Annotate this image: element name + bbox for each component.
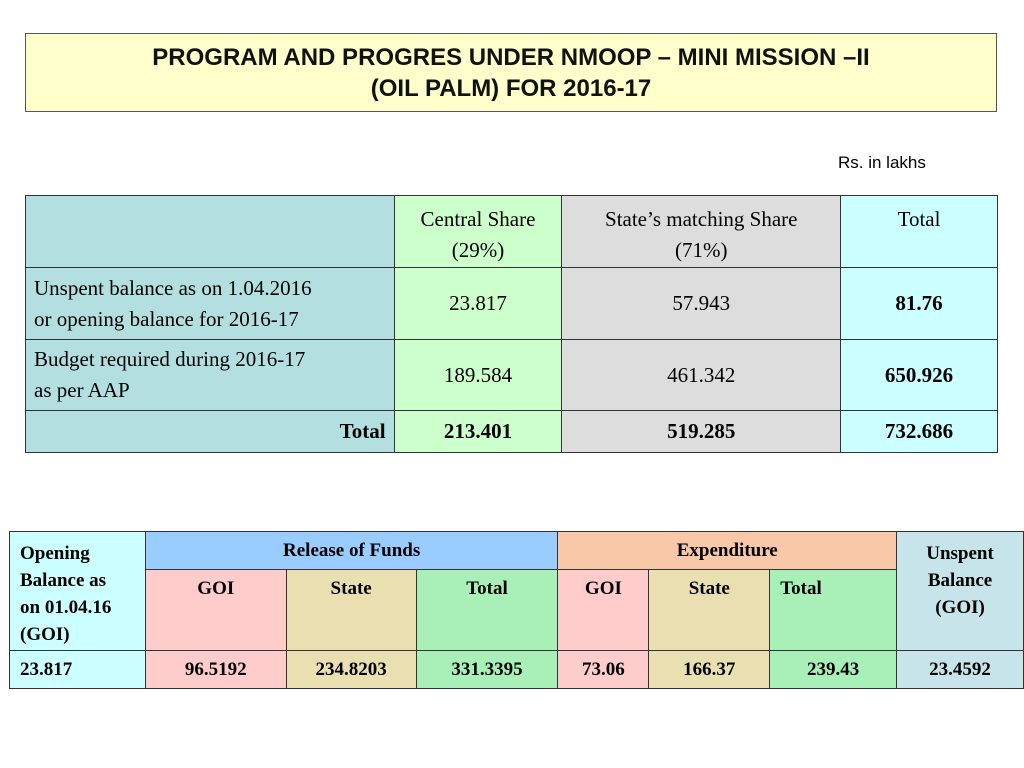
funds-header-row-1: Opening Balance as on 01.04.16 (GOI) Rel…: [9, 531, 1024, 651]
row-label-l1: Unspent balance as on 1.04.2016: [34, 275, 312, 300]
release-total-header: Total: [415, 569, 559, 651]
opening-balance-header: Opening Balance as on 01.04.16 (GOI): [9, 531, 146, 651]
total-value: 650.926: [840, 339, 998, 411]
central-value: 23.817: [393, 267, 563, 340]
expenditure-state-header: State: [648, 569, 771, 651]
state-share-header: State’s matching Share (71%): [561, 195, 842, 268]
total-row-label: Total: [25, 410, 395, 453]
opening-balance-value: 23.817: [9, 650, 146, 689]
state-total: 519.285: [561, 410, 842, 453]
row-label: Budget required during 2016-17 as per AA…: [25, 339, 395, 411]
expenditure-goi-value: 73.06: [557, 650, 650, 689]
state-share-header-l2: (71%): [675, 238, 728, 262]
release-state-value: 234.8203: [285, 650, 417, 689]
expenditure-total-header: Total: [769, 569, 898, 651]
state-value: 461.342: [561, 339, 842, 411]
share-table-header-row: Central Share (29%) State’s matching Sha…: [25, 195, 998, 268]
unspent-header-l1: Unspent: [926, 543, 994, 564]
opening-header-l2: Balance as: [20, 570, 107, 591]
funds-data-row: 23.817 96.5192 234.8203 331.3395 73.06 1…: [9, 650, 1024, 689]
table-row: Unspent balance as on 1.04.2016 or openi…: [25, 267, 998, 340]
release-goi-header: GOI: [144, 569, 287, 651]
unspent-balance-header: Unspent Balance (GOI): [896, 531, 1024, 651]
opening-header-l4: (GOI): [20, 624, 70, 645]
funds-table: Opening Balance as on 01.04.16 (GOI) Rel…: [9, 531, 1024, 689]
unit-note: Rs. in lakhs: [838, 153, 926, 172]
title-line-1: PROGRAM AND PROGRES UNDER NMOOP – MINI M…: [152, 44, 870, 71]
title-line-2: (OIL PALM) FOR 2016-17: [370, 75, 652, 102]
expenditure-state-value: 166.37: [648, 650, 771, 689]
release-state-header: State: [285, 569, 417, 651]
release-goi-value: 96.5192: [144, 650, 287, 689]
unspent-header-l2: Balance: [927, 570, 993, 591]
row-label: Unspent balance as on 1.04.2016 or openi…: [25, 267, 395, 340]
central-share-header-l2: (29%): [451, 238, 505, 262]
central-value: 189.584: [393, 339, 563, 411]
state-value: 57.943: [561, 267, 842, 340]
central-total: 213.401: [393, 410, 563, 453]
row-label-l2: as per AAP: [34, 378, 130, 402]
expenditure-header: Expenditure: [557, 531, 898, 570]
release-total-value: 331.3395: [415, 650, 559, 689]
row-label-l1: Budget required during 2016-17: [34, 347, 306, 371]
total-row: Total 213.401 519.285 732.686: [25, 410, 998, 453]
total-value: 81.76: [840, 267, 998, 340]
expenditure-goi-header: GOI: [557, 569, 650, 651]
row-label-l2: or opening balance for 2016-17: [34, 306, 299, 331]
state-share-header-l1: State’s matching Share: [605, 207, 798, 231]
empty-header-cell: [25, 195, 395, 268]
share-table: Central Share (29%) State’s matching Sha…: [25, 195, 998, 453]
central-share-header: Central Share (29%): [393, 195, 563, 268]
opening-header-l3: on 01.04.16: [20, 597, 112, 618]
expenditure-total-value: 239.43: [769, 650, 898, 689]
opening-header-l1: Opening: [20, 543, 90, 564]
unspent-balance-value: 23.4592: [896, 650, 1024, 689]
page-title: PROGRAM AND PROGRES UNDER NMOOP – MINI M…: [25, 33, 997, 112]
funds-header-row-2: GOI State Total GOI State Total: [10, 569, 1024, 651]
release-of-funds-header: Release of Funds: [144, 531, 559, 570]
unspent-header-l3: (GOI): [935, 597, 985, 618]
total-header: Total: [840, 195, 998, 268]
central-share-header-l1: Central Share: [420, 207, 536, 231]
grand-total: 732.686: [840, 410, 998, 453]
table-row: Budget required during 2016-17 as per AA…: [25, 339, 998, 411]
